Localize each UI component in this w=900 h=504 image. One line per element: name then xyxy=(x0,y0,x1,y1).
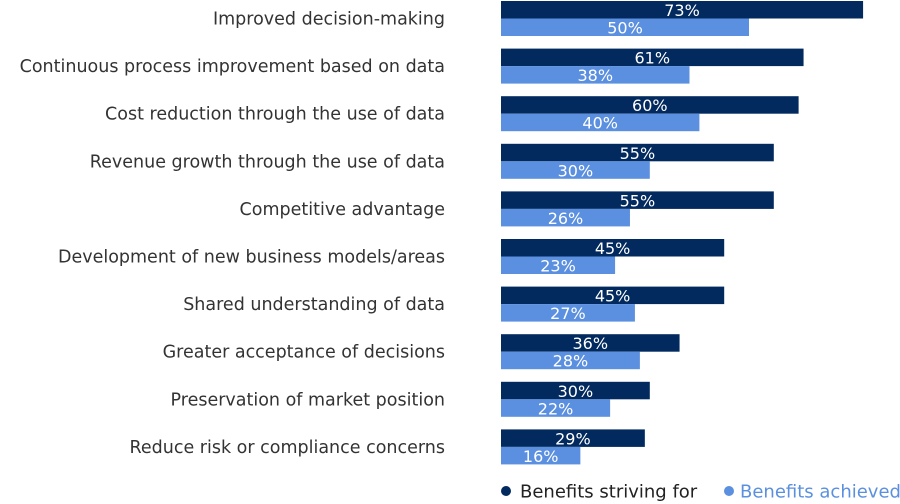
data-label: 30% xyxy=(558,161,594,180)
bar-striving xyxy=(501,1,864,19)
legend-marker xyxy=(501,486,511,496)
data-label: 45% xyxy=(595,239,631,258)
category-label: Revenue growth through the use of data xyxy=(90,152,445,172)
data-label: 50% xyxy=(607,19,643,38)
data-label: 55% xyxy=(620,144,656,163)
bar-achieved xyxy=(501,208,630,227)
data-label: 28% xyxy=(553,352,589,371)
data-label: 36% xyxy=(572,334,608,353)
data-label: 26% xyxy=(548,209,584,228)
bar-achieved xyxy=(501,256,616,274)
bar-achieved xyxy=(501,18,749,36)
bar-striving xyxy=(501,143,774,162)
bar-striving xyxy=(501,96,799,114)
category-label: Competitive advantage xyxy=(240,200,445,220)
bar-achieved xyxy=(501,351,640,370)
bar-striving xyxy=(501,381,650,400)
data-label: 22% xyxy=(538,399,574,418)
bar-achieved xyxy=(501,399,611,417)
bar-striving xyxy=(501,239,725,257)
data-label: 40% xyxy=(582,114,618,133)
data-label: 60% xyxy=(632,96,668,115)
data-label: 29% xyxy=(555,429,591,448)
legend-label: Benefits achieved xyxy=(740,482,900,503)
data-label: 55% xyxy=(620,191,656,210)
category-label: Development of new business models/areas xyxy=(58,248,445,268)
category-label: Greater acceptance of decisions xyxy=(163,343,445,363)
category-label: Continuous process improvement based on … xyxy=(20,57,445,77)
bar-striving xyxy=(501,429,645,447)
bar-achieved xyxy=(501,66,690,84)
bar-striving xyxy=(501,286,725,305)
category-label: Shared understanding of data xyxy=(183,295,445,315)
data-label: 61% xyxy=(634,49,670,68)
bar-striving xyxy=(501,191,774,209)
bar-striving xyxy=(501,334,680,352)
legend-label: Benefits striving for xyxy=(520,482,698,503)
bar-achieved xyxy=(501,446,581,465)
bar-achieved xyxy=(501,161,650,179)
category-label: Preservation of market position xyxy=(171,390,445,410)
category-label: Reduce risk or compliance concerns xyxy=(129,438,445,458)
bar-achieved xyxy=(501,113,700,132)
legend-marker xyxy=(724,486,734,496)
data-label: 27% xyxy=(550,304,586,323)
category-label: Improved decision-making xyxy=(213,10,445,30)
bar-striving xyxy=(501,48,804,67)
data-label: 16% xyxy=(523,447,559,466)
data-label: 23% xyxy=(540,257,576,276)
data-label: 38% xyxy=(577,66,613,85)
bar-achieved xyxy=(501,304,635,322)
data-label: 73% xyxy=(664,1,700,20)
data-label: 45% xyxy=(595,287,631,306)
data-label: 30% xyxy=(558,382,594,401)
category-label: Cost reduction through the use of data xyxy=(105,105,445,125)
